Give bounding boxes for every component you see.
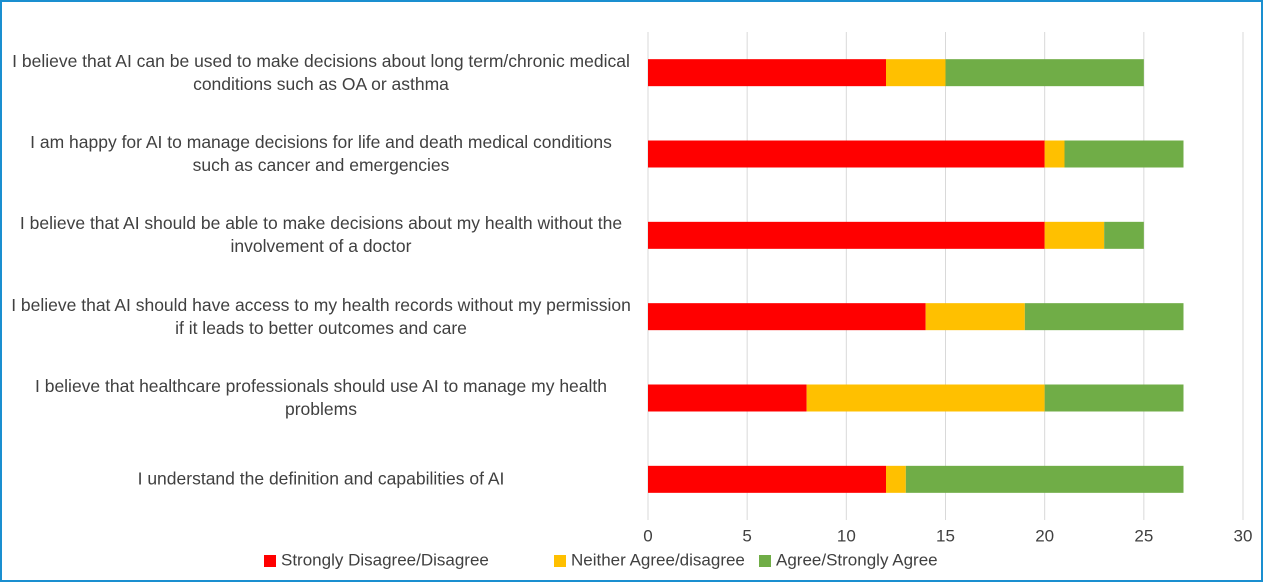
bar-segment: [925, 303, 1025, 331]
legend-swatch: [759, 555, 771, 567]
y-tick-label: I understand the definition and capabili…: [137, 468, 505, 489]
bar-segment: [648, 140, 1045, 168]
y-tick-label: I believe that healthcare professionals …: [34, 376, 608, 419]
bar-segment: [1104, 221, 1144, 249]
bar-segment: [648, 221, 1045, 249]
bar-segment: [1064, 140, 1184, 168]
bar-segment: [886, 59, 946, 87]
bar-segment: [886, 465, 906, 493]
x-tick-label: 25: [1134, 526, 1153, 545]
x-tick-label: 20: [1035, 526, 1054, 545]
bar-segment: [945, 59, 1144, 87]
bar-segment: [648, 59, 886, 87]
bar-segment: [1044, 140, 1065, 168]
legend-swatch: [264, 555, 276, 567]
bar-segment: [648, 384, 807, 412]
bar-segment: [1024, 303, 1184, 331]
x-tick-label: 0: [643, 526, 652, 545]
bar-segment: [648, 465, 886, 493]
y-tick-label: I am happy for AI to manage decisions fo…: [30, 132, 612, 175]
bar-segment: [1044, 384, 1184, 412]
bar-segment: [1044, 221, 1105, 249]
bar-segment: [905, 465, 1184, 493]
x-tick-label: 5: [742, 526, 751, 545]
y-tick-label: I believe that AI should have access to …: [11, 294, 631, 338]
legend-label: Neither Agree/disagree: [571, 550, 745, 569]
x-tick-label: 15: [936, 526, 955, 545]
x-tick-label: 30: [1234, 526, 1253, 545]
y-tick-label: I believe that AI can be used to make de…: [12, 50, 630, 94]
y-tick-label: I believe that AI should be able to make…: [19, 213, 623, 257]
x-tick-label: 10: [837, 526, 856, 545]
legend-swatch: [554, 555, 566, 567]
legend-label: Agree/Strongly Agree: [776, 550, 938, 569]
legend-label: Strongly Disagree/Disagree: [281, 550, 489, 569]
bar-segment: [648, 303, 926, 331]
bar-segment: [806, 384, 1045, 412]
